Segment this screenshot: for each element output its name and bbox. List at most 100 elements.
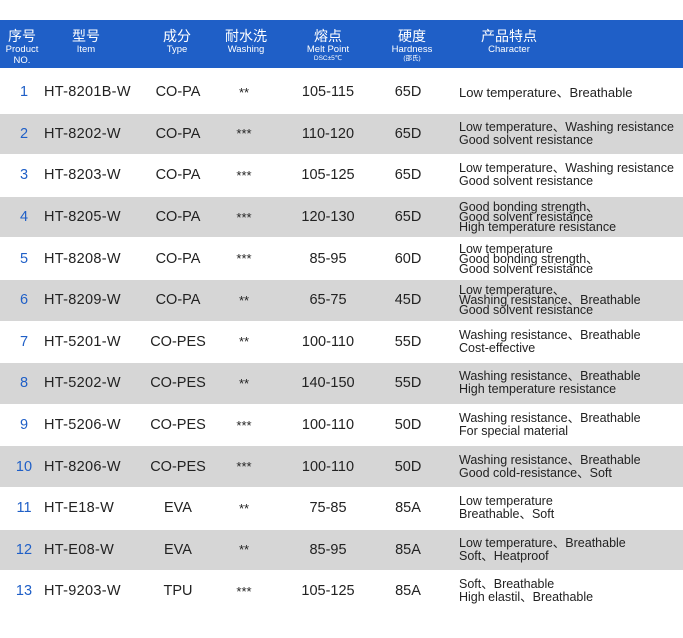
product-type: CO-PES: [150, 458, 206, 475]
header-type-en: Type: [166, 44, 188, 55]
table-row: 6 HT-8209-W CO-PA ** 65-75 45D Low temperature…: [0, 279, 683, 322]
header-hardness-sub: (邵氏): [403, 55, 421, 62]
product-character: Low temperature、Washing resistance Good s…: [459, 114, 681, 155]
header-no-zh: 序号: [8, 28, 36, 44]
product-character: Soft、Breathable High elastil、Breathable: [459, 571, 681, 612]
product-type: CO-PA: [155, 167, 201, 184]
product-item: HT-8202-W: [44, 125, 121, 142]
header-character-zh: 产品特点: [481, 28, 537, 44]
product-washing: **: [238, 334, 250, 350]
product-melt-point: 105-125: [301, 167, 355, 184]
product-no: 8: [19, 375, 29, 392]
product-melt-point: 140-150: [301, 375, 355, 392]
product-melt-point: 100-110: [301, 458, 355, 475]
product-type: TPU: [163, 583, 193, 600]
product-character: Washing resistance、Breathable Good cold-r…: [459, 446, 681, 487]
product-hardness: 45D: [394, 292, 422, 309]
product-washing: **: [238, 500, 250, 516]
header-item-zh: 型号: [72, 28, 100, 44]
product-item: HT-5206-W: [44, 417, 121, 434]
header-type-zh: 成分: [163, 28, 191, 44]
product-item: HT-5201-W: [44, 333, 121, 350]
header-washing-en: Washing: [227, 44, 265, 55]
character-line: Low temperature: [459, 494, 553, 509]
product-item: HT-8205-W: [44, 209, 121, 226]
product-character: Low temperature、 Washing resistance、Breat…: [459, 280, 681, 321]
product-hardness: 55D: [394, 375, 422, 392]
character-line: For special material: [459, 424, 569, 439]
product-no: 2: [19, 125, 29, 142]
table-row: 13 HT-9203-W TPU *** 105-125 85A Soft、Breathab…: [0, 571, 683, 613]
product-no: 13: [15, 583, 33, 600]
product-melt-point: 110-120: [301, 125, 355, 142]
character-line: Low temperature: [459, 241, 553, 256]
header-melt-zh: 熔点: [314, 28, 342, 44]
header-melt-point: 熔点 Melt Point DSC±5℃: [292, 20, 364, 68]
product-hardness: 60D: [394, 250, 422, 267]
product-washing: ***: [236, 167, 252, 183]
character-line: Washing resistance、Breathable: [459, 411, 641, 426]
product-melt-point: 105-125: [301, 583, 355, 600]
character-line: Good solvent resistance: [459, 132, 594, 147]
table-row: 12 HT-E08-W EVA ** 85-95 85A Low temperature、B…: [0, 529, 683, 572]
product-hardness: 65D: [394, 209, 422, 226]
table-row: 11 HT-E18-W EVA ** 75-85 85A Low temperature Br…: [0, 487, 683, 530]
product-character: Washing resistance、Breathable High temper…: [459, 363, 681, 404]
character-line: Breathable、Soft: [459, 507, 555, 522]
product-hardness: 65D: [394, 167, 422, 184]
product-washing: ***: [236, 583, 252, 599]
character-line: Low temperature、Breathable: [459, 84, 633, 100]
product-character: Washing resistance、Breathable Cost-effect…: [459, 322, 681, 363]
product-item: HT-8206-W: [44, 458, 121, 475]
product-type: CO-PA: [155, 250, 201, 267]
header-item: 型号 Item: [58, 20, 114, 68]
product-washing: **: [238, 84, 250, 100]
product-item: HT-8201B-W: [44, 84, 131, 101]
product-no: 6: [19, 292, 29, 309]
character-line: Low temperature、Washing resistance: [459, 119, 674, 134]
product-melt-point: 85-95: [309, 541, 347, 558]
table-header: 序号 Product NO. 型号 Item 成分 Type 耐水洗 Washi…: [0, 20, 683, 68]
character-line: Washing resistance、Breathable: [459, 293, 641, 308]
product-melt-point: 120-130: [301, 209, 355, 226]
product-character: Low temperature Good bonding strength、 Goo…: [459, 238, 681, 279]
product-no: 7: [19, 333, 29, 350]
product-character: Good bonding strength、 Good solvent resis…: [459, 197, 681, 238]
product-type: CO-PA: [155, 84, 201, 101]
product-character: Low temperature、Washing resistance Good s…: [459, 155, 681, 196]
table-row: 7 HT-5201-W CO-PES ** 100-110 55D Washing resi…: [0, 321, 683, 364]
product-washing: ***: [236, 251, 252, 267]
character-line: Soft、Breathable: [459, 577, 555, 592]
product-melt-point: 75-85: [309, 500, 347, 517]
header-no: 序号 Product NO.: [0, 20, 44, 68]
product-item: HT-8208-W: [44, 250, 121, 267]
product-no: 3: [19, 167, 29, 184]
product-character: Low temperature、Breathable: [459, 72, 681, 113]
product-melt-point: 65-75: [309, 292, 347, 309]
character-line: Soft、Heatproof: [459, 548, 549, 563]
table-row: 5 HT-8208-W CO-PA *** 85-95 60D Low temperatur…: [0, 238, 683, 280]
character-line: Good solvent resistance: [459, 174, 594, 189]
product-no: 9: [19, 417, 29, 434]
product-no: 1: [19, 84, 29, 101]
character-line: Good solvent resistance: [459, 303, 594, 318]
header-hardness: 硬度 Hardness (邵氏): [376, 20, 448, 68]
character-line: High temperature resistance: [459, 220, 617, 235]
character-line: Good bonding strength、: [459, 251, 599, 266]
product-melt-point: 100-110: [301, 333, 355, 350]
product-hardness: 65D: [394, 84, 422, 101]
product-type: CO-PA: [155, 292, 201, 309]
table-row: 1 HT-8201B-W CO-PA ** 105-115 65D Low temperat…: [0, 72, 683, 114]
table-row: 9 HT-5206-W CO-PES *** 100-110 50D Washing res…: [0, 404, 683, 447]
table-row: 8 HT-5202-W CO-PES ** 140-150 55D Washing resi…: [0, 363, 683, 405]
product-hardness: 85A: [395, 500, 421, 517]
product-melt-point: 100-110: [301, 417, 355, 434]
table-row: 10 HT-8206-W CO-PES *** 100-110 50D Washing re…: [0, 446, 683, 488]
character-line: Good bonding strength、: [459, 200, 599, 215]
product-item: HT-8203-W: [44, 167, 121, 184]
product-washing: ***: [236, 417, 252, 433]
header-hardness-en: Hardness: [391, 44, 433, 55]
table-body: 1 HT-8201B-W CO-PA ** 105-115 65D Low temperat…: [0, 72, 683, 613]
product-hardness: 85A: [395, 583, 421, 600]
table-row: 2 HT-8202-W CO-PA *** 110-120 65D Low temperat…: [0, 113, 683, 156]
